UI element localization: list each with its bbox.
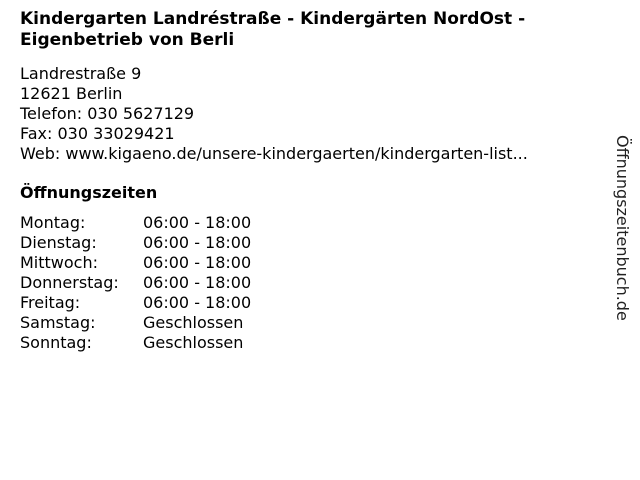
watermark-text: Öffnungszeitenbuch.de [613,135,632,321]
hours-row: Sonntag: Geschlossen [20,333,251,353]
hours-row: Mittwoch: 06:00 - 18:00 [20,253,251,273]
page-title: Kindergarten Landréstraße - Kindergärten… [20,9,526,50]
time: 06:00 - 18:00 [143,273,252,292]
time: Geschlossen [143,313,244,332]
time: 06:00 - 18:00 [143,233,252,252]
day: Donnerstag: [20,273,119,292]
hours-heading: Öffnungszeiten [20,183,158,202]
day: Mittwoch: [20,253,98,272]
hours-row: Freitag: 06:00 - 18:00 [20,293,251,313]
hours-row: Donnerstag: 06:00 - 18:00 [20,273,251,293]
fax: Fax: 030 33029421 [20,124,175,143]
hours-row: Dienstag: 06:00 - 18:00 [20,233,251,253]
website: Web: www.kigaeno.de/unsere-kindergaerten… [20,144,528,163]
time: 06:00 - 18:00 [143,213,252,232]
day: Dienstag: [20,233,97,252]
address-block: Landrestraße 9 12621 Berlin Telefon: 030… [20,64,528,164]
time: Geschlossen [143,333,244,352]
phone: Telefon: 030 5627129 [20,104,195,123]
city: 12621 Berlin [20,84,123,103]
time: 06:00 - 18:00 [143,253,252,272]
hours-table: Montag: 06:00 - 18:00 Dienstag: 06:00 - 18… [20,213,251,353]
day: Freitag: [20,293,81,312]
time: 06:00 - 18:00 [143,293,252,312]
day: Samstag: [20,313,96,332]
day: Montag: [20,213,86,232]
hours-row: Samstag: Geschlossen [20,313,251,333]
hours-row: Montag: 06:00 - 18:00 [20,213,251,233]
day: Sonntag: [20,333,92,352]
street: Landrestraße 9 [20,64,142,83]
